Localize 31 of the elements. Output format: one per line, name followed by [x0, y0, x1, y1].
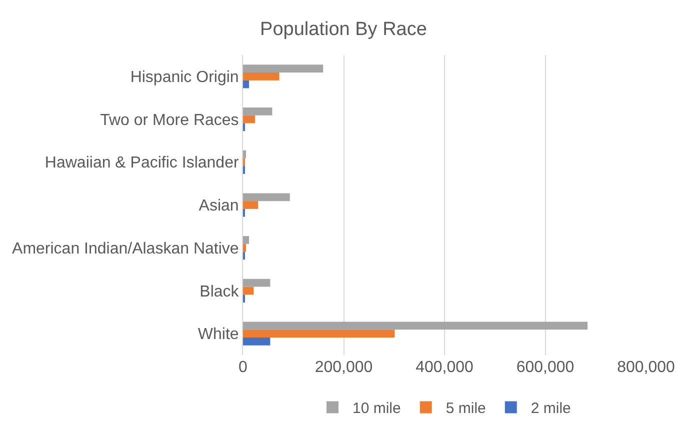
bar: [243, 244, 246, 252]
bar: [243, 108, 272, 116]
y-tick-label: Asian: [198, 198, 239, 215]
legend-label: 5 mile: [446, 400, 486, 418]
x-tick-label: 400,000: [416, 359, 474, 376]
bar: [243, 338, 270, 346]
bar: [243, 193, 290, 202]
bar: [243, 330, 395, 338]
chart-title: Population By Race: [260, 19, 427, 40]
x-tick-label: 600,000: [516, 359, 574, 376]
bar: [243, 150, 246, 158]
y-tick-label: Black: [200, 283, 240, 300]
bar: [243, 64, 324, 72]
bar: [243, 72, 280, 80]
bar: [243, 236, 250, 244]
x-tick-label: 0: [238, 359, 248, 376]
y-tick-label: Hawaiian & Pacific Islander: [44, 154, 240, 172]
x-tick-label: 200,000: [314, 359, 373, 376]
bar: [243, 286, 254, 295]
bar: [243, 278, 270, 287]
legend-label: 10 mile: [352, 400, 401, 418]
y-tick-label: American Indian/Alaskan Native: [12, 240, 239, 258]
y-tick-label: Two or More Races: [100, 112, 239, 129]
bar: [243, 322, 588, 330]
bar: [243, 201, 258, 209]
y-tick-label: Hispanic Origin: [130, 69, 239, 86]
bar: [243, 115, 256, 124]
y-tick-label: White: [198, 326, 239, 344]
bar: [243, 80, 250, 88]
x-tick-label: 800,000: [617, 359, 676, 376]
legend-label: 2 mile: [530, 400, 571, 418]
